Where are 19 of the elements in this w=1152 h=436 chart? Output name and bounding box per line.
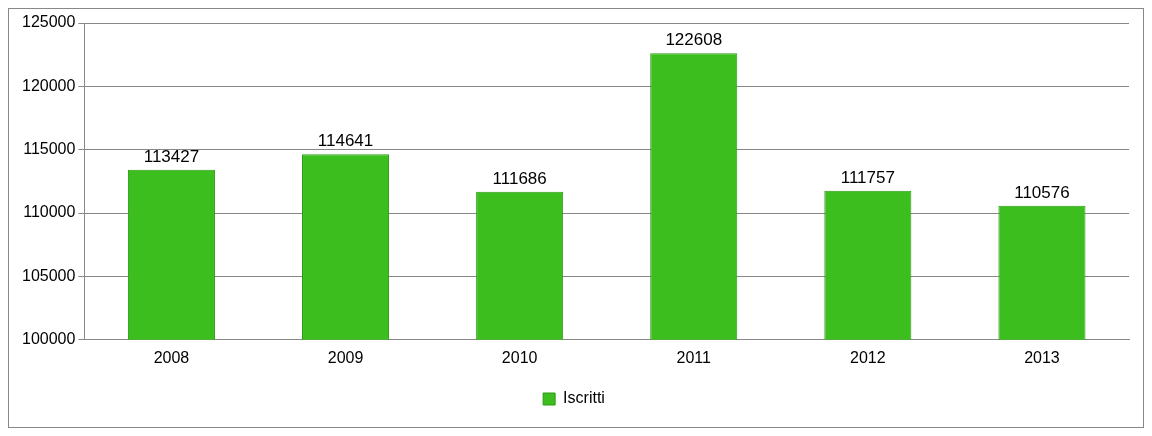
legend-label: Iscritti — [563, 389, 605, 407]
data-label: 111686 — [492, 168, 547, 188]
data-label: 113427 — [143, 146, 200, 166]
y-tick-label: 105000 — [22, 266, 76, 284]
y-tick-label: 125000 — [22, 13, 76, 31]
x-tick-label: 2010 — [501, 348, 538, 366]
data-label: 110576 — [1014, 182, 1070, 202]
data-label: 111757 — [840, 168, 895, 187]
x-tick-label: 2009 — [327, 348, 364, 366]
y-tick-label: 110000 — [23, 203, 76, 221]
x-tick-label: 2013 — [1024, 348, 1060, 366]
x-tick-label: 2008 — [153, 348, 190, 366]
data-label: 122608 — [665, 30, 723, 50]
y-tick-label: 115000 — [23, 140, 76, 158]
x-tick-label: 2011 — [676, 348, 712, 366]
x-tick-label: 2012 — [850, 348, 886, 366]
data-label: 114641 — [317, 131, 374, 151]
y-tick-label: 100000 — [22, 330, 76, 348]
y-tick-label: 120000 — [22, 76, 76, 94]
